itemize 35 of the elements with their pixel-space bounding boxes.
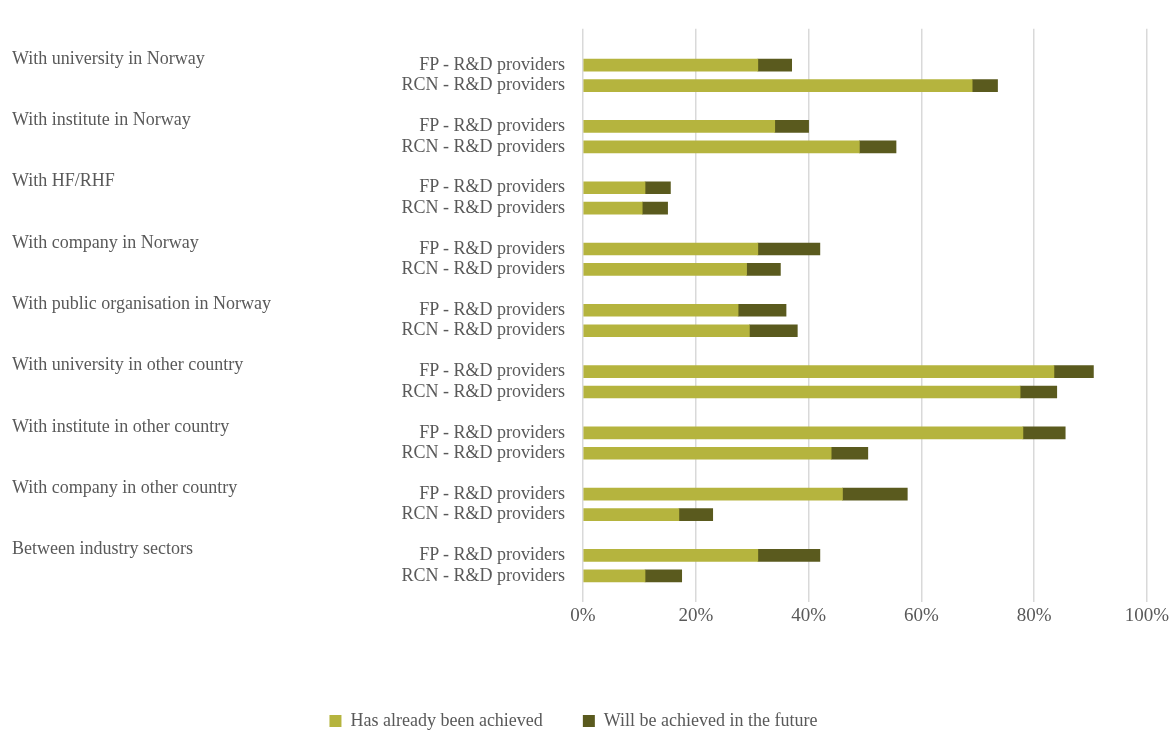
y-tick-label: FP - R&D providers	[419, 299, 565, 320]
y-tick-label: FP - R&D providers	[419, 115, 565, 136]
y-tick-label: RCN - R&D providers	[401, 258, 565, 279]
x-tick-label: 20%	[678, 604, 714, 626]
text: With university in other country	[12, 354, 244, 375]
text: Between industry sectors	[12, 538, 193, 559]
text: With institute in other country	[12, 415, 230, 436]
text: With HF/RHF	[12, 170, 115, 191]
y-tick-label: RCN - R&D providers	[401, 74, 565, 95]
text: With university in Norway	[12, 47, 205, 68]
y-tick-label: RCN - R&D providers	[401, 196, 565, 217]
y-tick-label: RCN - R&D providers	[401, 442, 565, 463]
y-tick-label: FP - R&D providers	[419, 176, 565, 197]
x-tick-label: 80%	[1016, 604, 1052, 626]
y-tick-label: FP - R&D providers	[419, 544, 565, 565]
legend-label: Will be achieved in the future	[603, 709, 818, 730]
x-tick-label: 100%	[1124, 604, 1170, 626]
y-tick-label: RCN - R&D providers	[401, 135, 565, 156]
y-tick-label: RCN - R&D providers	[401, 380, 565, 401]
x-tick-label: 0%	[570, 604, 596, 626]
y-tick-label: RCN - R&D providers	[401, 503, 565, 524]
y-tick-label: FP - R&D providers	[419, 421, 565, 442]
legend-label: Has already been achieved	[350, 709, 543, 730]
y-tick-label: FP - R&D providers	[419, 360, 565, 381]
x-tick-label: 60%	[903, 604, 939, 626]
y-tick-label: FP - R&D providers	[419, 53, 565, 74]
x-tick-label: 40%	[791, 604, 827, 626]
text: With company in Norway	[12, 231, 199, 252]
y-tick-label: RCN - R&D providers	[401, 319, 565, 340]
text: With company in other country	[12, 476, 238, 497]
y-tick-label: RCN - R&D providers	[401, 564, 565, 585]
text: With institute in Norway	[12, 109, 191, 130]
y-tick-label: FP - R&D providers	[419, 237, 565, 258]
text: With public organisation in Norway	[12, 293, 271, 314]
y-tick-label: FP - R&D providers	[419, 482, 565, 503]
